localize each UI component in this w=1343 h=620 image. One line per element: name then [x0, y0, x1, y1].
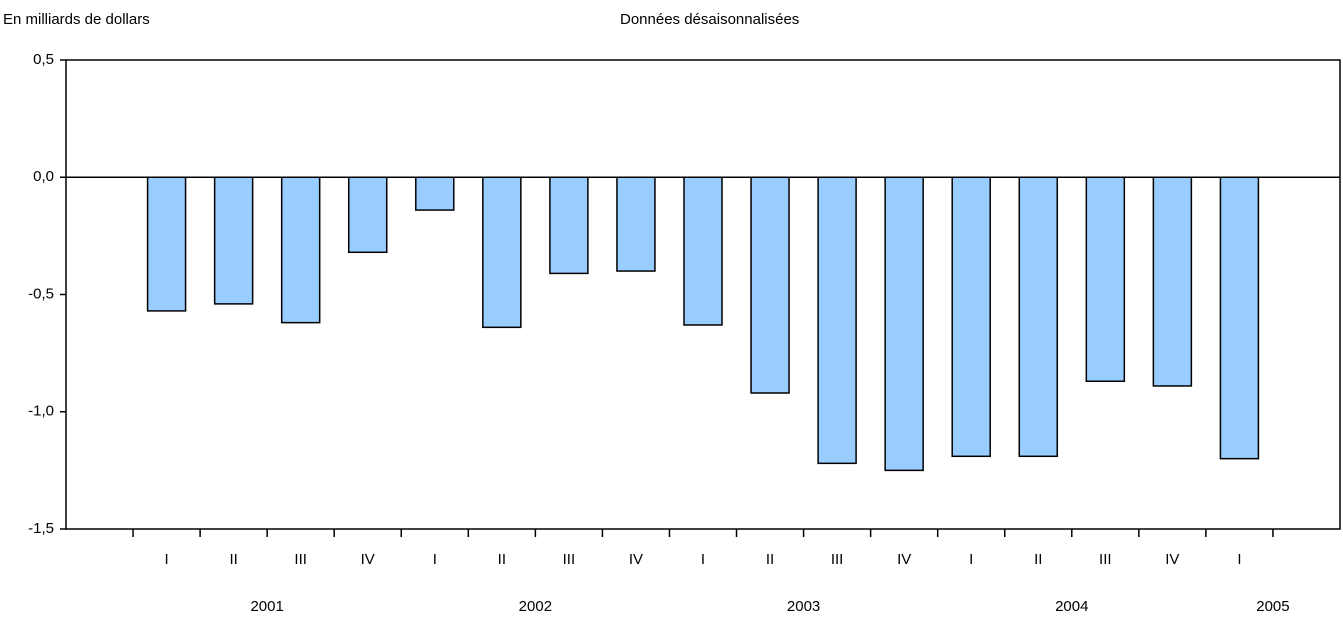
y-tick-label: 0,5 — [33, 51, 54, 68]
x-tick-label: I — [969, 551, 973, 568]
bar — [482, 176, 522, 329]
x-tick-label: II — [229, 551, 237, 568]
bar — [1085, 176, 1126, 383]
bar — [347, 176, 388, 254]
y-tick-label: -1,0 — [28, 403, 54, 420]
x-tick-label: IV — [1165, 551, 1179, 568]
x-tick-label: III — [1099, 551, 1112, 568]
year-label: 2004 — [1055, 598, 1088, 615]
bar — [951, 176, 991, 458]
year-label: 2003 — [787, 598, 820, 615]
x-tick-label: II — [766, 551, 774, 568]
bar — [1152, 176, 1193, 387]
bar — [750, 176, 790, 394]
bar — [1018, 176, 1059, 458]
y-tick-label: 0,0 — [33, 168, 54, 185]
x-tick-label: I — [433, 551, 437, 568]
bar — [146, 176, 187, 312]
y-tick-label: -1,5 — [28, 520, 54, 537]
bar — [817, 176, 857, 465]
bar — [213, 176, 254, 305]
subtitle: Données désaisonnalisées — [620, 11, 799, 28]
x-tick-label: III — [831, 551, 844, 568]
bar — [549, 176, 589, 275]
y-axis-label: En milliards de dollars — [3, 11, 150, 28]
y-tick-label: -0,5 — [28, 285, 54, 302]
year-label: 2005 — [1256, 598, 1289, 615]
x-tick-label: IV — [897, 551, 911, 568]
x-tick-label: IV — [361, 551, 375, 568]
bar — [1219, 176, 1260, 460]
year-label: 2001 — [250, 598, 283, 615]
x-tick-label: II — [1034, 551, 1042, 568]
bar — [683, 176, 723, 326]
bar — [616, 176, 656, 272]
x-tick-label: I — [164, 551, 168, 568]
year-label: 2002 — [519, 598, 552, 615]
bar — [280, 176, 321, 324]
bar — [415, 176, 455, 211]
bar — [884, 176, 924, 472]
x-tick-label: I — [701, 551, 705, 568]
x-tick-label: III — [294, 551, 307, 568]
x-tick-label: IV — [629, 551, 643, 568]
x-tick-label: III — [563, 551, 576, 568]
x-tick-label: II — [498, 551, 506, 568]
x-tick-label: I — [1237, 551, 1241, 568]
